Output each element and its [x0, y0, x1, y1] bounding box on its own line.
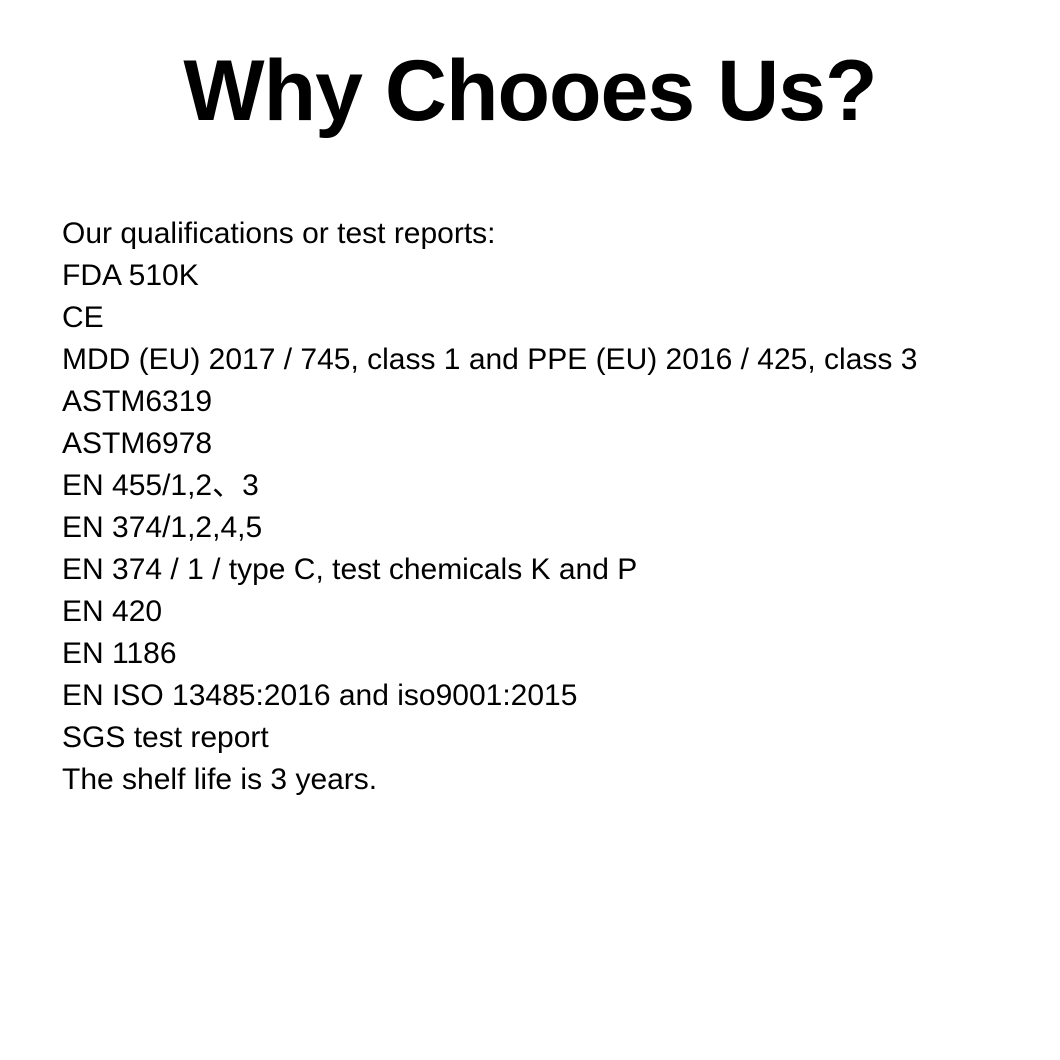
report-line: CE	[62, 300, 104, 334]
report-line: EN 374/1,2,4,5	[62, 510, 263, 544]
report-line: EN 374 / 1 / type C, test chemicals K an…	[62, 552, 638, 586]
report-line: ASTM6978	[62, 426, 213, 460]
report-line: FDA 510K	[62, 258, 199, 292]
report-line: EN 420	[62, 594, 163, 628]
qualifications-list: Our qualifications or test reports: FDA …	[0, 213, 1060, 801]
report-line: MDD (EU) 2017 / 745, class 1 and PPE (EU…	[62, 342, 918, 376]
report-line: EN 1186	[62, 636, 177, 670]
report-line: EN ISO 13485:2016 and iso9001:2015	[62, 678, 578, 712]
report-line: SGS test report	[62, 720, 269, 754]
report-line: Our qualifications or test reports:	[62, 216, 496, 250]
page-title: Why Chooes Us?	[183, 43, 877, 139]
report-line: EN 455/1,2、3	[62, 468, 259, 502]
report-line: The shelf life is 3 years.	[62, 762, 378, 796]
report-line: ASTM6319	[62, 384, 213, 418]
